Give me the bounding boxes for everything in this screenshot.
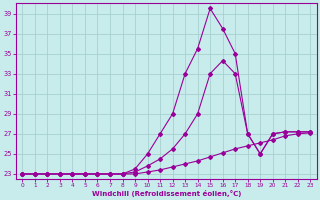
X-axis label: Windchill (Refroidissement éolien,°C): Windchill (Refroidissement éolien,°C) (92, 190, 241, 197)
